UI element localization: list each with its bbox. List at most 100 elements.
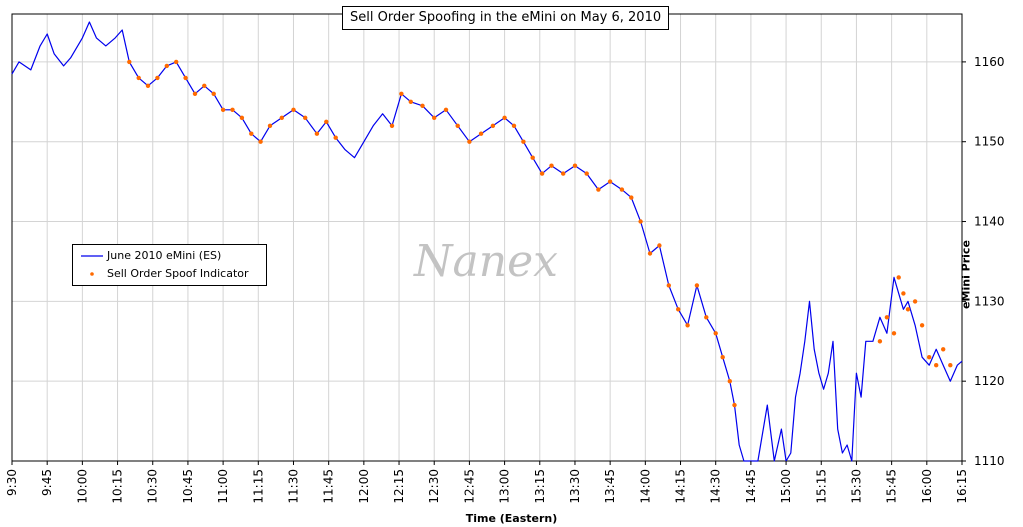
spoof-indicator-point	[619, 187, 625, 192]
spoof-indicator-point	[941, 347, 946, 352]
spoof-indicator-point	[530, 155, 535, 160]
spoof-indicator-point	[324, 119, 329, 125]
legend-label-emini: June 2010 eMini (ES)	[107, 249, 222, 262]
spoof-indicator-point	[249, 131, 254, 136]
spoof-indicator-point	[314, 131, 320, 136]
x-tick-label: 15:45	[885, 469, 899, 504]
spoof-indicator-point	[478, 131, 484, 136]
x-tick-label: 10:00	[75, 469, 89, 504]
spoof-indicator-point	[258, 139, 263, 144]
chart-title: Sell Order Spoofing in the eMini on May …	[342, 6, 670, 30]
spoof-indicator-point	[901, 291, 906, 296]
spoof-indicator-point	[467, 139, 472, 144]
spoof-indicator-point	[145, 83, 151, 89]
spoof-indicator-point	[333, 135, 338, 140]
x-tick-label: 11:00	[216, 469, 230, 504]
x-tick-label: 10:30	[146, 469, 160, 504]
x-tick-label: 16:00	[920, 469, 934, 504]
spoof-indicator-point	[521, 139, 526, 144]
legend-item-spoof: Sell Order Spoof Indicator	[81, 266, 249, 282]
spoof-indicator-point	[432, 115, 437, 121]
spoof-indicator-point	[905, 307, 911, 312]
x-tick-label: 10:15	[111, 469, 125, 504]
spoof-indicator-point	[539, 171, 545, 176]
x-tick-label: 12:45	[462, 469, 476, 504]
x-tick-label: 13:15	[533, 469, 547, 504]
legend-label-spoof: Sell Order Spoof Indicator	[107, 267, 249, 280]
spoof-indicator-point	[511, 123, 517, 128]
spoof-indicator-point	[192, 91, 198, 97]
spoof-indicator-point	[490, 123, 496, 128]
spoof-indicator-point	[164, 63, 169, 69]
series-emini-line	[11, 21, 963, 462]
spoof-indicator-point	[727, 379, 732, 384]
x-tick-label: 12:15	[392, 469, 406, 504]
spoof-indicator-point	[676, 307, 681, 312]
legend-item-emini: June 2010 eMini (ES)	[81, 248, 221, 264]
spoof-indicator-point	[155, 75, 160, 81]
spoof-indicator-point	[657, 243, 662, 248]
spoof-indicator-point	[230, 107, 235, 113]
spoof-indicator-point	[713, 331, 718, 336]
x-tick-label: 13:30	[568, 469, 582, 504]
y-tick-label: 1160	[974, 55, 1005, 69]
y-tick-label: 1150	[974, 135, 1005, 149]
spoof-indicator-point	[891, 331, 897, 336]
spoof-indicator-point	[502, 115, 507, 121]
x-tick-label: 15:30	[849, 469, 863, 504]
spoof-indicator-point	[211, 91, 216, 97]
spoof-indicator-point	[877, 339, 883, 344]
x-tick-label: 11:30	[286, 469, 300, 504]
x-tick-label: 9:45	[40, 469, 54, 496]
spoof-indicator-point	[638, 219, 643, 224]
spoof-indicator-point	[267, 123, 273, 128]
spoof-indicator-point	[647, 251, 653, 256]
spoof-indicator-point	[202, 83, 207, 89]
x-tick-label: 15:15	[814, 469, 828, 504]
x-tick-label: 13:00	[498, 469, 512, 504]
spoof-indicator-point	[694, 283, 700, 288]
spoof-indicator-point	[127, 59, 132, 65]
y-axis-ticks: 1110 1120 1130 1140 1150 1160	[962, 55, 1005, 468]
watermark: Nanex	[414, 236, 558, 287]
spoof-indicator-point	[399, 91, 404, 97]
spoof-indicator-point	[607, 179, 613, 184]
spoof-indicator-point	[919, 323, 925, 328]
emini-price-line	[11, 21, 963, 462]
y-tick-label: 1130	[974, 294, 1005, 308]
spoof-indicator-point	[584, 171, 589, 176]
legend-dot-swatch	[81, 267, 103, 281]
y-tick-label: 1110	[974, 454, 1005, 468]
legend: June 2010 eMini (ES) Sell Order Spoof In…	[72, 244, 267, 286]
spoof-indicator-point	[220, 107, 226, 113]
spoof-indicator-point	[732, 402, 737, 408]
spoof-indicator-point	[420, 103, 425, 109]
x-tick-label: 12:30	[427, 469, 441, 504]
x-tick-label: 14:15	[674, 469, 688, 504]
x-tick-label: 15:00	[779, 469, 793, 504]
x-tick-label: 14:30	[709, 469, 723, 504]
spoof-indicator-point	[896, 275, 901, 280]
series-spoof-points	[127, 59, 953, 408]
spoof-indicator-point	[291, 107, 296, 113]
spoof-indicator-point	[136, 75, 141, 81]
spoof-indicator-point	[303, 115, 308, 121]
spoof-indicator-point	[934, 363, 939, 368]
x-tick-label: 9:30	[5, 469, 19, 496]
y-tick-label: 1120	[974, 374, 1005, 388]
spoof-indicator-point	[389, 123, 395, 128]
spoof-indicator-point	[549, 163, 554, 168]
x-axis-label: Time (Eastern)	[465, 512, 558, 525]
spoof-indicator-point	[561, 171, 566, 176]
spoof-indicator-point	[704, 315, 709, 320]
x-tick-label: 11:15	[251, 469, 265, 504]
x-tick-label: 14:45	[744, 469, 758, 504]
spoof-indicator-point	[948, 363, 953, 368]
spoof-indicator-point	[279, 115, 284, 121]
x-tick-label: 10:45	[181, 469, 195, 504]
y-axis-label: eMini Price	[959, 240, 973, 309]
spoof-indicator-point	[685, 323, 690, 328]
spoof-indicator-point	[629, 195, 634, 200]
y-tick-label: 1140	[974, 215, 1005, 229]
